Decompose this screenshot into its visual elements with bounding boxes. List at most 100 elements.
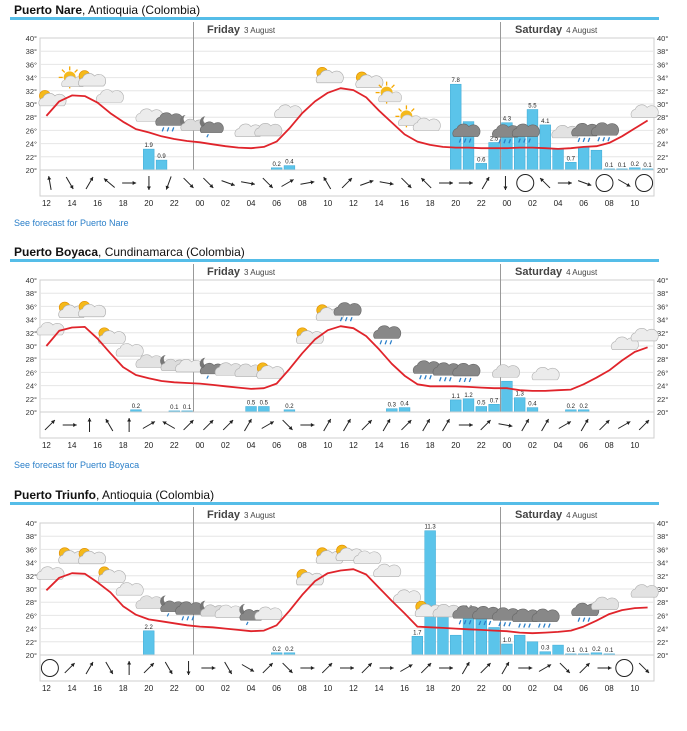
- wind-arrow-icon: [282, 662, 293, 674]
- x-tick-label: 16: [400, 684, 409, 693]
- weather-psun-icon: [97, 566, 126, 583]
- y-tick-label-right: 36°: [657, 60, 668, 69]
- wind-arrow-icon: [162, 421, 176, 429]
- y-tick-label-right: 40°: [657, 276, 668, 285]
- day1-date: 3 August: [244, 26, 276, 35]
- x-tick-label: 00: [195, 441, 204, 450]
- x-tick-label: 18: [426, 199, 435, 208]
- wind-arrow-icon: [577, 180, 592, 187]
- y-tick-label-left: 30°: [26, 100, 37, 109]
- x-tick-label: 04: [554, 199, 563, 208]
- day1-name: Friday: [207, 24, 241, 36]
- wind-arrow-icon: [361, 662, 373, 674]
- precip-label: 0.5: [260, 401, 269, 407]
- precip-bar: [526, 641, 539, 656]
- x-tick-label: 10: [630, 441, 639, 450]
- x-tick-label: 02: [221, 441, 230, 450]
- wind-arrow-icon: [360, 179, 374, 186]
- x-tick-label: 04: [247, 684, 256, 693]
- x-tick-label: 06: [579, 684, 588, 693]
- weather-psun-icon: [296, 569, 324, 586]
- y-tick-label-right: 20°: [657, 651, 668, 660]
- wind-arrow-icon: [105, 418, 114, 432]
- precip-bar: [143, 630, 155, 656]
- y-tick-label-left: 22°: [26, 395, 37, 404]
- y-tick-label-right: 20°: [657, 408, 668, 417]
- day2-label: Saturday 4 August: [515, 266, 597, 278]
- precip-bar: [526, 407, 539, 413]
- weather-psun-icon: [256, 362, 285, 379]
- forecast-panel-3: Puerto Triunfo, Antioquia (Colombia) Fri…: [0, 488, 687, 731]
- x-tick-label: 16: [93, 684, 102, 693]
- wind-arrow-icon: [340, 666, 354, 670]
- weather-cloud-icon: [95, 89, 124, 103]
- y-tick-label-left: 40°: [26, 34, 37, 43]
- x-tick-label: 18: [119, 199, 128, 208]
- precip-bar: [475, 614, 487, 656]
- x-tick-label: 12: [349, 199, 358, 208]
- weather-psun-icon: [78, 70, 107, 87]
- y-tick-label-left: 22°: [26, 638, 37, 647]
- temperature-line: [45, 568, 648, 635]
- precip-label: 0.2: [567, 404, 576, 410]
- x-tick-label: 12: [349, 441, 358, 450]
- weather-cloudrain-icon: [531, 608, 560, 628]
- day2-label: Saturday 4 August: [515, 24, 597, 36]
- wind-strip: [39, 411, 655, 439]
- precip-label: 0.2: [285, 647, 294, 653]
- x-tick-label: 02: [528, 441, 537, 450]
- y-tick-label-right: 28°: [657, 355, 668, 364]
- precip-bar: [514, 397, 526, 413]
- y-tick-label-right: 34°: [657, 316, 668, 325]
- x-tick-label: 18: [426, 684, 435, 693]
- forecast-link[interactable]: See forecast for Puerto Nare: [14, 218, 129, 228]
- x-tick-label: 14: [68, 441, 77, 450]
- y-tick-label-left: 36°: [26, 60, 37, 69]
- y-tick-label-right: 22°: [657, 638, 668, 647]
- wind-arrow-icon: [127, 418, 132, 432]
- precip-bar: [578, 146, 590, 171]
- wind-arrow-icon: [420, 177, 432, 189]
- x-tick-label: 12: [42, 684, 51, 693]
- x-tick-label: 04: [554, 684, 563, 693]
- wind-arrow-icon: [401, 177, 412, 189]
- weather-cloudrain-icon: [452, 363, 481, 383]
- y-tick-label-left: 24°: [26, 382, 37, 391]
- precip-bar: [514, 634, 526, 656]
- y-tick-label-right: 36°: [657, 302, 668, 311]
- wind-arrow-icon: [617, 179, 631, 187]
- wind-arrow-icon: [183, 177, 194, 189]
- x-tick-label: 18: [426, 441, 435, 450]
- wind-arrow-icon: [281, 179, 294, 187]
- wind-arrow-icon: [262, 662, 274, 674]
- x-tick-label: 02: [221, 684, 230, 693]
- precip-label: 1.0: [503, 638, 512, 644]
- x-tick-label: 12: [349, 684, 358, 693]
- wind-arrow-icon: [422, 418, 431, 432]
- y-tick-label-right: 30°: [657, 342, 668, 351]
- weather-cloud-icon: [115, 582, 144, 596]
- precip-bar: [398, 407, 411, 413]
- y-tick-label-left: 40°: [26, 519, 37, 528]
- weather-cloud-icon: [353, 550, 382, 564]
- wind-arrow-icon: [47, 176, 52, 190]
- wind-arrow-icon: [62, 423, 77, 427]
- precip-label: 0.3: [541, 646, 550, 652]
- calm-wind-icon: [40, 659, 59, 677]
- wind-arrow-icon: [300, 666, 315, 670]
- location-title: Puerto Nare, Antioquia (Colombia): [14, 3, 200, 17]
- precip-bar: [143, 148, 155, 171]
- forecast-link[interactable]: See forecast for Puerto Boyaca: [14, 460, 140, 470]
- x-tick-label: 08: [298, 199, 307, 208]
- wind-arrow-icon: [401, 419, 412, 431]
- x-tick-label: 04: [247, 441, 256, 450]
- wind-arrow-icon: [261, 421, 275, 429]
- wind-arrow-icon: [323, 176, 332, 190]
- weather-cloudrain-icon: [511, 123, 540, 143]
- y-tick-label-left: 28°: [26, 355, 37, 364]
- precip-label: 0.2: [272, 162, 281, 168]
- y-tick-label-right: 22°: [657, 153, 668, 162]
- wind-arrow-icon: [87, 418, 92, 432]
- location-name: Puerto Boyaca: [14, 245, 99, 259]
- y-tick-label-right: 24°: [657, 140, 668, 149]
